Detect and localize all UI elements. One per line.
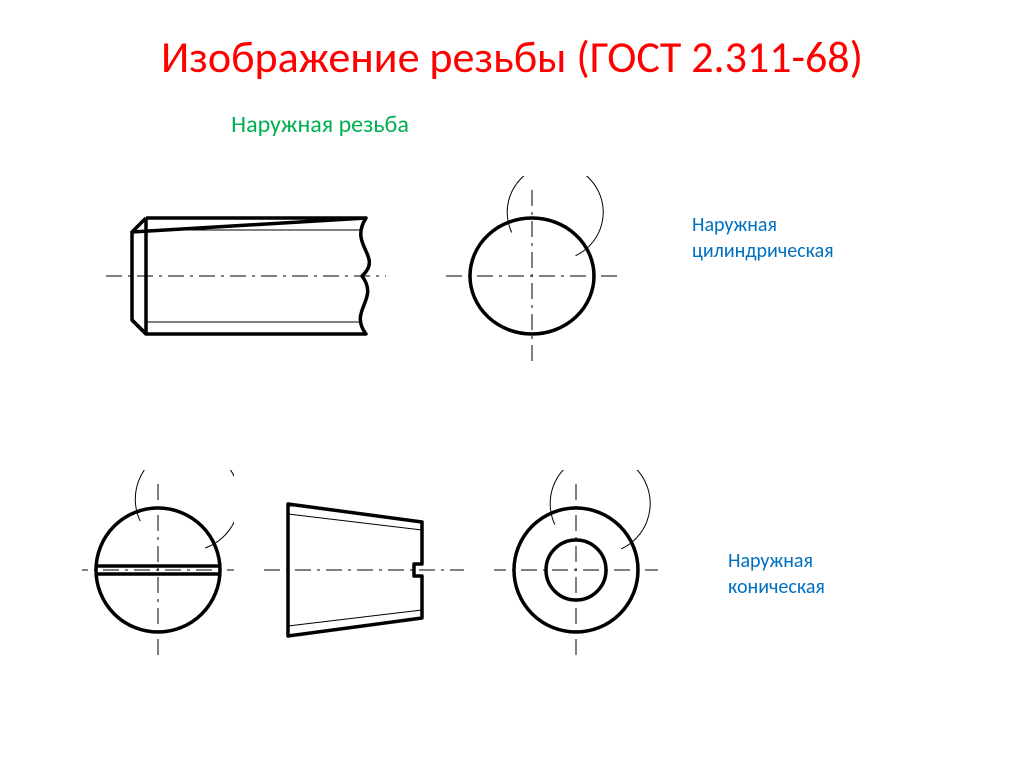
label-cylindrical-line2: цилиндрическая	[692, 239, 834, 263]
label-cylindrical-line1: Наружная	[692, 213, 777, 237]
label-conical-line2: коническая	[728, 575, 825, 599]
figure-conical-head	[82, 470, 234, 685]
figure-cylindrical-side	[106, 176, 386, 381]
subtitle: Наружная резьба	[0, 110, 640, 139]
figure-cylindrical-end	[444, 176, 620, 381]
subtitle-text: Наружная резьба	[231, 110, 409, 139]
label-cylindrical: Наружная цилиндрическая	[692, 212, 834, 264]
figure-conical-side	[264, 470, 464, 685]
page-title: Изображение резьбы (ГОСТ 2.311-68)	[0, 30, 1024, 84]
label-conical: Наружная коническая	[728, 548, 825, 600]
title-text: Изображение резьбы (ГОСТ 2.311-68)	[161, 30, 863, 84]
figure-conical-end	[494, 470, 658, 685]
label-conical-line1: Наружная	[728, 549, 813, 573]
